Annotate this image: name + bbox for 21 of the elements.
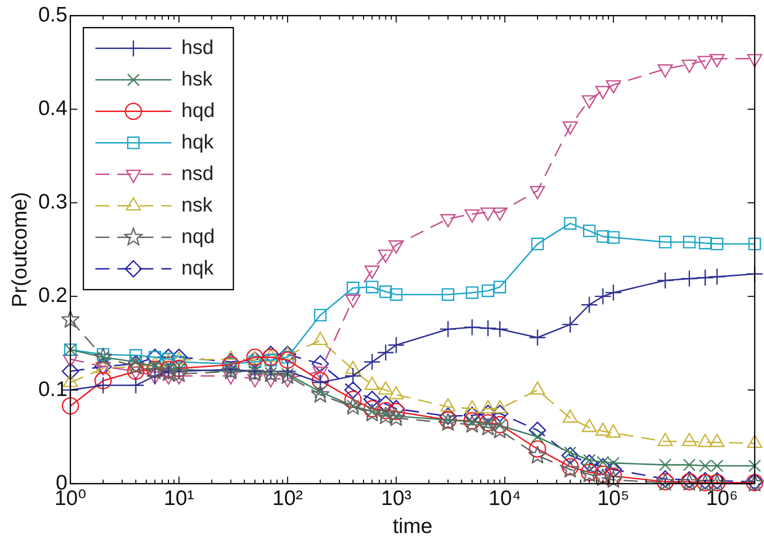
legend-label: hqd — [181, 100, 215, 122]
legend-label: nqd — [181, 226, 215, 248]
y-tick-label: 0.5 — [38, 3, 68, 26]
legend-label: hsk — [181, 68, 214, 90]
legend-label: nsk — [181, 194, 214, 216]
y-tick-label: 0.3 — [38, 190, 68, 214]
x-tick-label: 10⁵ — [597, 486, 630, 510]
x-tick-label: 10⁶ — [706, 486, 738, 510]
y-tick-label: 0.4 — [38, 96, 68, 120]
x-tick-label: 10² — [272, 486, 303, 510]
y-tick-label: 0.2 — [38, 284, 68, 308]
legend-label: nsd — [181, 162, 214, 185]
y-axis-title: Pr(outcome) — [8, 192, 32, 308]
legend-label: hqk — [181, 131, 215, 154]
legend-label: nqk — [181, 257, 215, 280]
x-tick-label: 10⁴ — [488, 486, 521, 510]
x-axis-title: time — [392, 515, 432, 538]
legend-label: hsd — [181, 36, 214, 59]
y-tick-label: 0.1 — [38, 378, 68, 401]
x-tick-label: 10³ — [381, 486, 412, 510]
x-tick-label: 10¹ — [164, 486, 194, 510]
